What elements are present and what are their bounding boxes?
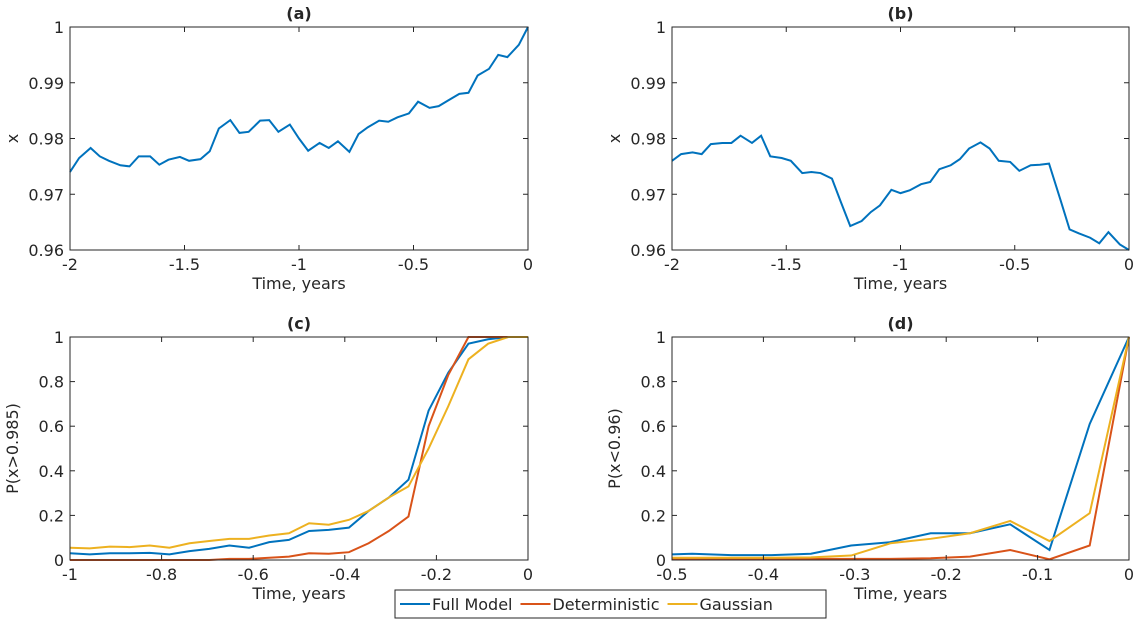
y-tick-label: 1 bbox=[54, 18, 64, 37]
y-tick-label: 0.97 bbox=[630, 185, 666, 204]
x-tick-label: 0 bbox=[523, 565, 533, 584]
axes-box bbox=[69, 336, 529, 561]
x-tick-label: -0.5 bbox=[999, 255, 1030, 274]
legend-label: Deterministic bbox=[552, 595, 659, 614]
chart-title: (d) bbox=[887, 314, 913, 333]
series-line bbox=[69, 336, 528, 550]
legend: Full Model Deterministic Gaussian bbox=[394, 589, 827, 619]
series-line bbox=[671, 336, 1130, 557]
y-tick-label: 0.98 bbox=[630, 130, 666, 149]
x-tick-label: -0.4 bbox=[329, 565, 360, 584]
y-tick-label: 0.96 bbox=[630, 241, 666, 260]
y-tick-label: 0.4 bbox=[641, 462, 666, 481]
x-tick-label: -1.5 bbox=[169, 255, 200, 274]
x-tick-label: -1 bbox=[62, 565, 78, 584]
y-tick-label: 0.96 bbox=[28, 241, 64, 260]
y-tick-label: 0.6 bbox=[641, 417, 666, 436]
x-tick-label: -0.1 bbox=[1022, 565, 1053, 584]
y-axis-label: x bbox=[605, 134, 624, 143]
y-tick-label: 1 bbox=[656, 18, 666, 37]
y-tick-label: 0.98 bbox=[28, 130, 64, 149]
y-tick-label: 0 bbox=[656, 551, 666, 570]
x-tick-label: 0 bbox=[1124, 255, 1134, 274]
y-axis-label: P(x>0.985) bbox=[3, 403, 22, 494]
x-tick-label: -2 bbox=[664, 255, 680, 274]
x-tick-label: -0.5 bbox=[398, 255, 429, 274]
y-tick-label: 0.8 bbox=[641, 373, 666, 392]
x-tick-label: -1 bbox=[893, 255, 909, 274]
y-tick-label: 0 bbox=[54, 551, 64, 570]
x-tick-label: -0.4 bbox=[748, 565, 779, 584]
x-axis-label: Time, years bbox=[251, 274, 345, 293]
x-tick-label: -0.8 bbox=[146, 565, 177, 584]
x-axis-label: Time, years bbox=[251, 584, 345, 603]
x-tick-label: -0.2 bbox=[421, 565, 452, 584]
y-tick-label: 1 bbox=[54, 328, 64, 347]
x-tick-label: -2 bbox=[62, 255, 78, 274]
axes-box bbox=[671, 26, 1130, 251]
x-axis-label: Time, years bbox=[853, 274, 947, 293]
x-tick-label: -1.5 bbox=[771, 255, 802, 274]
y-tick-label: 0.4 bbox=[39, 462, 64, 481]
y-tick-label: 0.99 bbox=[630, 74, 666, 93]
chart-title: (c) bbox=[287, 314, 311, 333]
series-line bbox=[672, 336, 1130, 561]
legend-label: Gaussian bbox=[700, 595, 773, 614]
series-line bbox=[69, 336, 528, 556]
x-axis-label: Time, years bbox=[853, 584, 947, 603]
series-line bbox=[70, 336, 528, 561]
legend-label: Full Model bbox=[432, 595, 512, 614]
x-tick-label: -0.5 bbox=[656, 565, 687, 584]
y-tick-label: 0.2 bbox=[641, 506, 666, 525]
y-axis-label: P(x<0.96) bbox=[605, 408, 624, 489]
x-tick-label: -1 bbox=[291, 255, 307, 274]
y-tick-label: 0.2 bbox=[39, 506, 64, 525]
y-axis-label: x bbox=[3, 134, 22, 143]
x-tick-label: 0 bbox=[523, 255, 533, 274]
y-tick-label: 0.6 bbox=[39, 417, 64, 436]
series-line bbox=[672, 336, 1130, 559]
x-tick-label: 0 bbox=[1124, 565, 1134, 584]
x-tick-label: -0.2 bbox=[931, 565, 962, 584]
chart-title: (b) bbox=[887, 4, 913, 23]
axes-box bbox=[671, 336, 1130, 561]
x-tick-label: -0.3 bbox=[839, 565, 870, 584]
y-tick-label: 1 bbox=[656, 328, 666, 347]
series-line bbox=[69, 26, 529, 173]
y-tick-label: 0.99 bbox=[28, 74, 64, 93]
x-tick-label: -0.6 bbox=[238, 565, 269, 584]
legend-box bbox=[394, 589, 827, 619]
chart-title: (a) bbox=[286, 4, 311, 23]
y-tick-label: 0.97 bbox=[28, 185, 64, 204]
series-line bbox=[671, 134, 1130, 251]
y-tick-label: 0.8 bbox=[39, 373, 64, 392]
